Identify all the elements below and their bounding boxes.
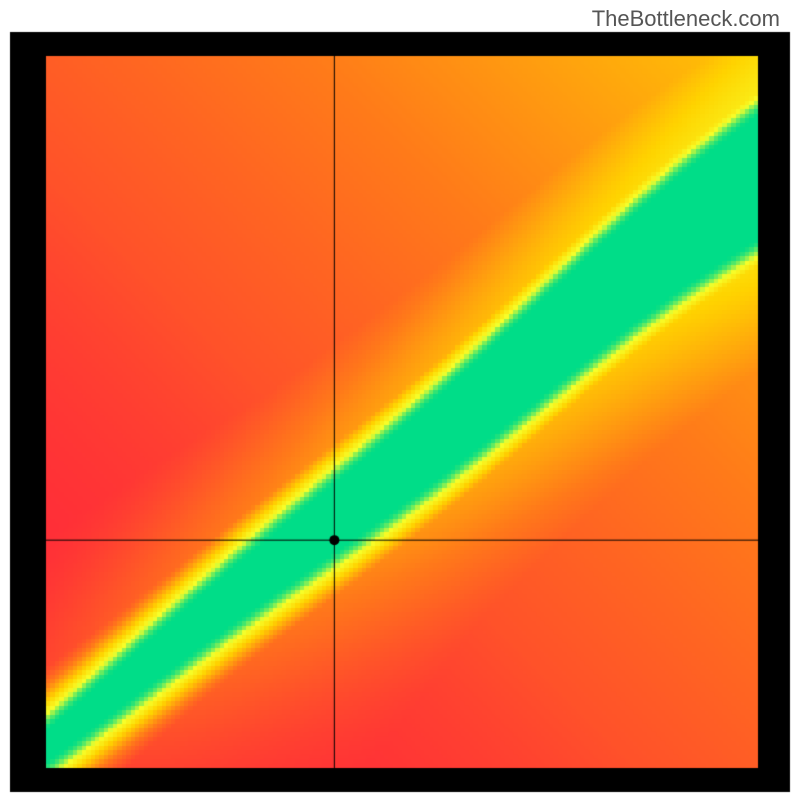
chart-container: TheBottleneck.com — [0, 0, 800, 800]
watermark-text: TheBottleneck.com — [592, 6, 780, 32]
bottleneck-heatmap — [0, 0, 800, 800]
